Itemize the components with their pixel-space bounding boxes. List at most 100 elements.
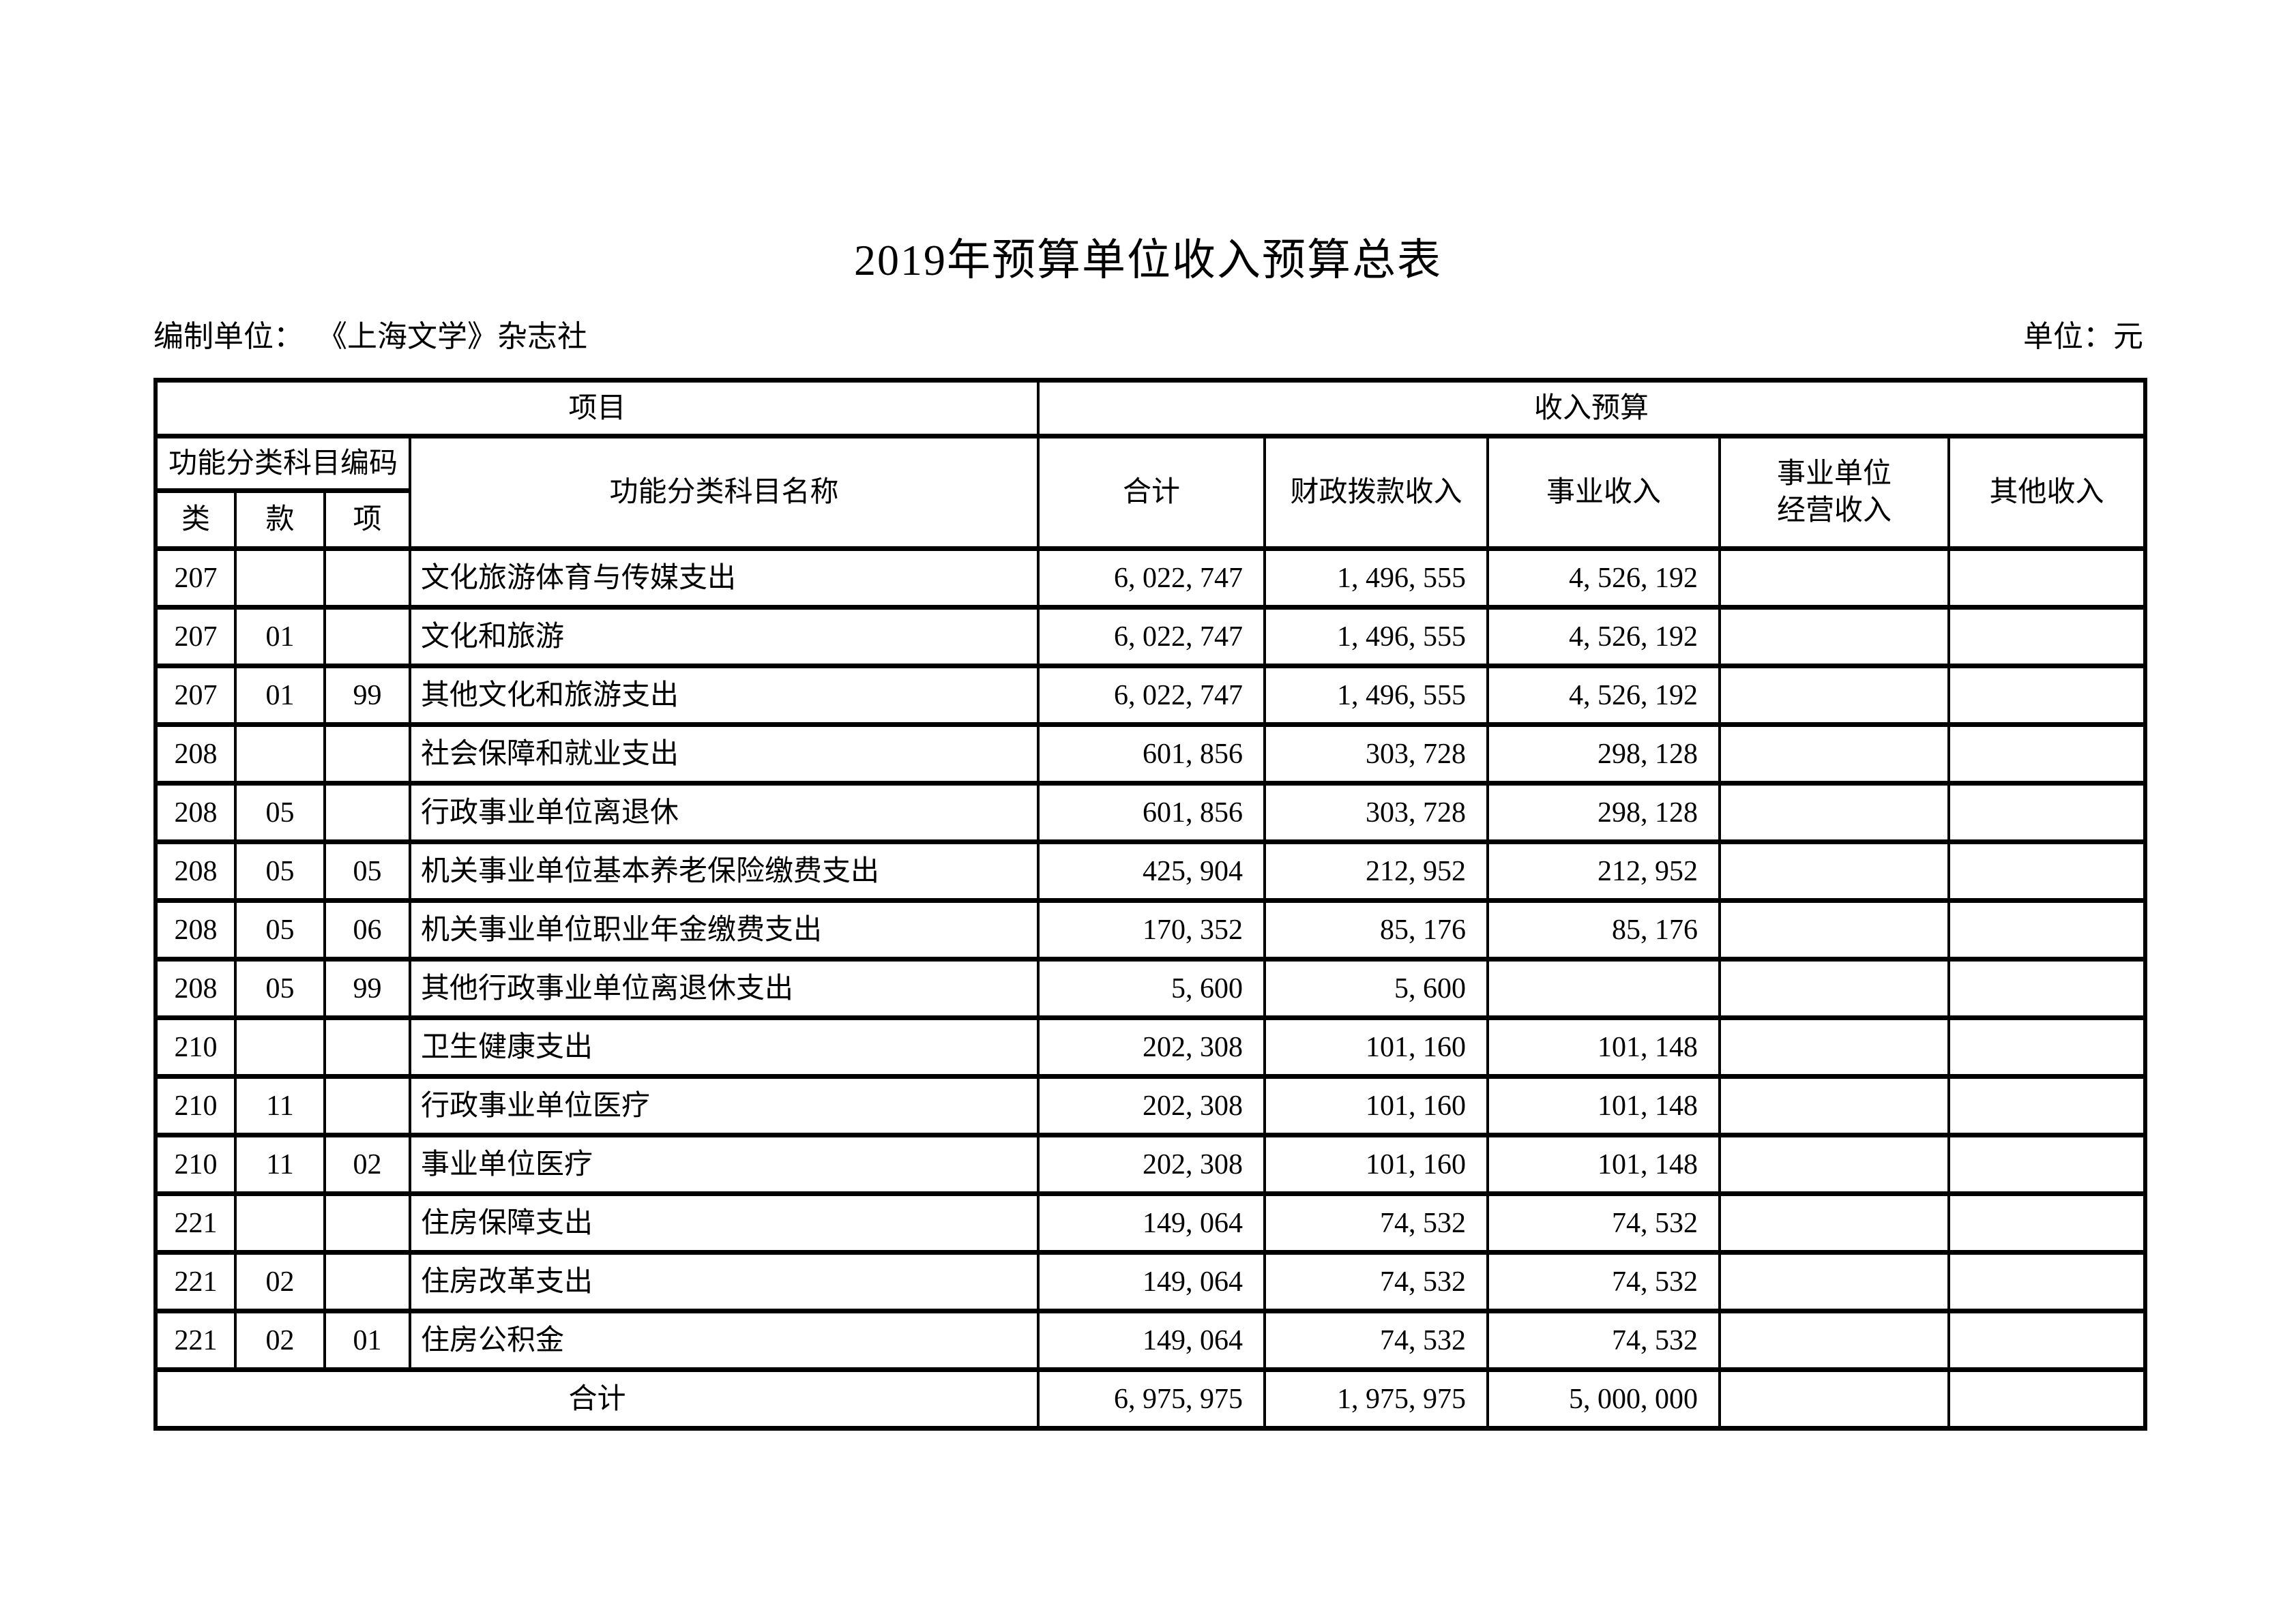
total-cell: 149, 064 bbox=[1037, 1309, 1267, 1373]
header-sub-row-2: 类 款 项 bbox=[154, 488, 2145, 552]
table-row: 207 01 文化和旅游 6, 022, 747 1, 496, 555 4, 526, … bbox=[154, 605, 2147, 669]
xiang-cell: 99 bbox=[323, 664, 411, 728]
xiang-cell: 05 bbox=[323, 839, 411, 904]
total-row-business-cell: 5, 000, 000 bbox=[1486, 1367, 1722, 1431]
lei-cell: 207 bbox=[154, 664, 237, 728]
lei-cell: 208 bbox=[154, 781, 237, 845]
name-cell: 机关事业单位基本养老保险缴费支出 bbox=[408, 839, 1040, 904]
income-group-header: 收入预算 bbox=[1037, 378, 2147, 439]
fiscal-cell: 303, 728 bbox=[1263, 722, 1490, 786]
other-cell bbox=[1947, 664, 2147, 728]
kuan-cell: 05 bbox=[234, 957, 326, 1021]
xiang-cell: 01 bbox=[323, 1309, 411, 1373]
business-cell: 74, 532 bbox=[1486, 1309, 1722, 1373]
business-cell: 85, 176 bbox=[1486, 898, 1722, 962]
business-cell: 4, 526, 192 bbox=[1486, 664, 1722, 728]
prepared-by-value: 《上海文学》杂志社 bbox=[317, 320, 587, 353]
total-row-label: 合计 bbox=[153, 1367, 1040, 1431]
total-row: 合计 6, 975, 975 1, 975, 975 5, 000, 000 bbox=[153, 1367, 2147, 1431]
other-cell bbox=[1947, 546, 2147, 610]
business-cell: 4, 526, 192 bbox=[1486, 605, 1722, 669]
table-row: 208 05 99 其他行政事业单位离退休支出 5, 600 5, 600 bbox=[154, 957, 2147, 1021]
name-cell: 住房改革支出 bbox=[408, 1250, 1040, 1314]
lei-cell: 210 bbox=[154, 1074, 237, 1138]
fiscal-cell: 1, 496, 555 bbox=[1263, 546, 1490, 610]
name-cell: 住房公积金 bbox=[408, 1309, 1040, 1373]
unit-note: 单位：元 bbox=[2023, 320, 2143, 353]
kuan-cell bbox=[234, 1191, 326, 1255]
total-cell: 170, 352 bbox=[1037, 898, 1267, 962]
lei-cell: 221 bbox=[154, 1250, 237, 1314]
prepared-by-label: 编制单位： bbox=[153, 320, 304, 353]
xiang-cell bbox=[323, 605, 411, 669]
total-cell: 425, 904 bbox=[1037, 839, 1267, 904]
xiang-cell bbox=[323, 1191, 411, 1255]
total-cell: 6, 022, 747 bbox=[1037, 605, 1267, 669]
kuan-cell: 01 bbox=[234, 664, 326, 728]
fiscal-cell: 101, 160 bbox=[1263, 1015, 1490, 1079]
kuan-cell: 11 bbox=[234, 1133, 326, 1197]
fiscal-cell: 1, 496, 555 bbox=[1263, 664, 1490, 728]
other-cell bbox=[1947, 957, 2147, 1021]
fiscal-cell: 303, 728 bbox=[1263, 781, 1490, 845]
operating-cell bbox=[1718, 1309, 1951, 1373]
name-cell: 机关事业单位职业年金缴费支出 bbox=[408, 898, 1040, 962]
operating-cell bbox=[1718, 839, 1951, 904]
operating-cell bbox=[1718, 722, 1951, 786]
total-cell: 601, 856 bbox=[1037, 781, 1267, 845]
lei-cell: 208 bbox=[154, 839, 237, 904]
table-row: 207 文化旅游体育与传媒支出 6, 022, 747 1, 496, 555 4, 5… bbox=[154, 546, 2147, 610]
operating-cell bbox=[1718, 1015, 1951, 1079]
kuan-column-header: 款 bbox=[234, 488, 326, 552]
kuan-cell: 05 bbox=[234, 898, 326, 962]
kuan-cell: 05 bbox=[234, 781, 326, 845]
name-cell: 行政事业单位医疗 bbox=[408, 1074, 1040, 1138]
xiang-cell: 02 bbox=[323, 1133, 411, 1197]
total-row-operating-cell bbox=[1718, 1367, 1951, 1431]
total-cell: 6, 022, 747 bbox=[1037, 546, 1267, 610]
lei-cell: 221 bbox=[154, 1191, 237, 1255]
other-cell bbox=[1947, 1133, 2147, 1197]
fiscal-cell: 85, 176 bbox=[1263, 898, 1490, 962]
fiscal-cell: 74, 532 bbox=[1263, 1250, 1490, 1314]
business-column-header: 事业收入 bbox=[1486, 434, 1722, 552]
kuan-cell: 11 bbox=[234, 1074, 326, 1138]
operating-cell bbox=[1718, 605, 1951, 669]
operating-cell bbox=[1718, 1133, 1951, 1197]
operating-cell bbox=[1718, 664, 1951, 728]
fiscal-cell: 74, 532 bbox=[1263, 1191, 1490, 1255]
name-cell: 其他行政事业单位离退休支出 bbox=[408, 957, 1040, 1021]
other-cell bbox=[1947, 1250, 2147, 1314]
name-cell: 卫生健康支出 bbox=[408, 1015, 1040, 1079]
lei-cell: 210 bbox=[154, 1133, 237, 1197]
table-row: 210 卫生健康支出 202, 308 101, 160 101, 148 bbox=[154, 1015, 2147, 1079]
header-sub-row-1: 功能分类科目编码 功能分类科目名称 合计 财政拨款收入 事业收入 事业单位 经营… bbox=[154, 434, 2147, 552]
other-cell bbox=[1947, 839, 2147, 904]
project-group-header: 项目 bbox=[153, 378, 1040, 439]
xiang-cell bbox=[323, 722, 411, 786]
other-cell bbox=[1947, 1191, 2147, 1255]
fiscal-column-header: 财政拨款收入 bbox=[1263, 434, 1490, 552]
xiang-cell bbox=[323, 1074, 411, 1138]
business-cell: 74, 532 bbox=[1486, 1191, 1722, 1255]
total-column-header: 合计 bbox=[1037, 434, 1267, 552]
xiang-column-header: 项 bbox=[323, 488, 411, 552]
table-row: 210 11 02 事业单位医疗 202, 308 101, 160 101, 148 bbox=[154, 1133, 2147, 1197]
lei-cell: 208 bbox=[154, 957, 237, 1021]
other-cell bbox=[1947, 605, 2147, 669]
total-cell: 202, 308 bbox=[1037, 1015, 1267, 1079]
operating-cell bbox=[1718, 898, 1951, 962]
fiscal-cell: 1, 496, 555 bbox=[1263, 605, 1490, 669]
total-cell: 5, 600 bbox=[1037, 957, 1267, 1021]
table-row: 221 住房保障支出 149, 064 74, 532 74, 532 bbox=[154, 1191, 2147, 1255]
lei-cell: 221 bbox=[154, 1309, 237, 1373]
table-header: 项目 收入预算 功能分类科目编码 功能分类科目名称 合计 财政拨款收入 事业收入… bbox=[153, 378, 2147, 552]
other-cell bbox=[1947, 1074, 2147, 1138]
kuan-cell: 02 bbox=[234, 1309, 326, 1373]
business-cell: 101, 148 bbox=[1486, 1015, 1722, 1079]
total-cell: 6, 022, 747 bbox=[1037, 664, 1267, 728]
table-row: 210 11 行政事业单位医疗 202, 308 101, 160 101, 148 bbox=[154, 1074, 2147, 1138]
name-cell: 其他文化和旅游支出 bbox=[408, 664, 1040, 728]
other-column-header: 其他收入 bbox=[1947, 434, 2147, 552]
other-cell bbox=[1947, 1309, 2147, 1373]
